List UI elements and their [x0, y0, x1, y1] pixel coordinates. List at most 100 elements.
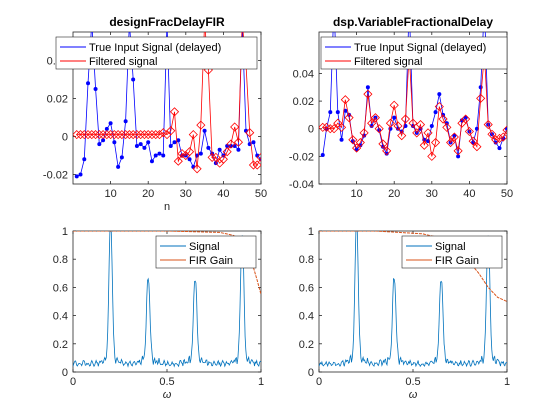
- data-point: [419, 140, 429, 150]
- x-tick-label: 30: [426, 188, 438, 200]
- data-point: [139, 130, 150, 140]
- data-point: [104, 126, 109, 131]
- data-point: [236, 147, 241, 152]
- data-point: [415, 120, 426, 130]
- y-tick-label: -0.02: [289, 151, 314, 163]
- data-point: [206, 145, 211, 150]
- legend-entry: FIR Gain: [435, 255, 479, 267]
- x-tick-label: 10: [104, 188, 116, 200]
- data-point: [128, 130, 138, 140]
- data-point: [117, 130, 127, 140]
- data-point: [497, 146, 502, 151]
- data-point: [146, 140, 151, 145]
- data-point: [348, 135, 358, 145]
- data-point: [446, 137, 456, 148]
- data-point: [452, 133, 457, 138]
- y-tick-label: -0.02: [43, 170, 68, 182]
- data-point: [367, 118, 377, 128]
- data-point: [196, 120, 206, 130]
- data-point: [173, 156, 183, 166]
- data-point: [83, 130, 93, 140]
- data-point: [109, 130, 119, 140]
- chart-panel-1: 1020304050-0.0200.020.040designFracDelay…: [43, 15, 267, 213]
- data-point: [363, 89, 373, 99]
- data-point: [119, 155, 124, 160]
- data-point: [157, 151, 162, 156]
- data-point: [192, 164, 202, 174]
- chart-title: dsp.VariableFractionalDelay: [333, 15, 493, 29]
- y-tick-label: 0: [62, 132, 68, 144]
- data-point: [106, 130, 116, 140]
- x-tick-label: 0: [70, 376, 76, 388]
- chart-title: designFracDelayFIR: [109, 15, 225, 29]
- data-point: [184, 147, 195, 157]
- data-point: [188, 130, 198, 140]
- data-point: [131, 77, 136, 82]
- data-point: [217, 147, 222, 152]
- data-point: [336, 122, 347, 132]
- data-point: [116, 164, 121, 169]
- chart-panel-4: 0 0.5 1 0 0.2 0.4 0.6 0.8 1 ω Signal FIR Gain: [299, 226, 510, 401]
- data-point: [429, 123, 434, 128]
- data-point: [339, 137, 344, 142]
- data-point: [464, 126, 474, 137]
- y-tick-label: 0.8: [299, 254, 314, 266]
- y-tick-label: 0.4: [299, 311, 314, 323]
- data-point: [93, 87, 98, 91]
- data-point: [256, 152, 261, 162]
- data-point: [370, 113, 380, 123]
- data-point: [437, 92, 442, 97]
- y-tick-label: 0.4: [53, 311, 68, 323]
- data-point: [207, 152, 217, 162]
- x-tick-label: 40: [463, 188, 475, 200]
- data-point: [453, 146, 463, 156]
- data-point: [169, 107, 180, 117]
- x-tick-label: 10: [350, 188, 362, 200]
- data-point: [78, 172, 83, 177]
- data-point: [374, 124, 384, 134]
- data-point: [378, 139, 388, 149]
- data-point: [369, 123, 374, 128]
- data-point: [187, 157, 192, 162]
- data-point: [233, 137, 244, 147]
- y-tick-label: 0.8: [53, 254, 68, 266]
- y-tick-label: 1: [62, 226, 68, 238]
- data-point: [248, 160, 259, 170]
- data-point: [502, 125, 507, 135]
- data-point: [98, 130, 108, 140]
- y-tick-label: 0: [308, 367, 314, 379]
- data-point: [90, 21, 94, 25]
- data-point: [112, 140, 117, 145]
- data-point: [79, 130, 89, 140]
- data-point: [407, 2, 411, 6]
- data-point: [121, 130, 131, 140]
- data-point: [476, 93, 486, 103]
- data-point: [456, 154, 461, 159]
- legend-entry: True Input Signal (delayed): [354, 42, 486, 54]
- x-tick-label: 20: [388, 188, 400, 200]
- data-point: [136, 130, 146, 140]
- legend-entry: True Input Signal (delayed): [89, 42, 221, 54]
- data-point: [108, 121, 113, 126]
- data-point: [463, 115, 468, 120]
- data-point: [90, 130, 101, 140]
- data-point: [101, 138, 106, 143]
- data-point: [352, 143, 362, 153]
- signal-line: [73, 231, 261, 368]
- legend-entry: FIR Gain: [189, 255, 233, 267]
- y-tick-label: 1: [308, 226, 314, 238]
- data-point: [385, 118, 396, 128]
- legend: True Input Signal (delayed) Filtered sign…: [55, 36, 258, 70]
- data-point: [151, 130, 161, 140]
- legend-entry: Filtered signal: [89, 56, 157, 68]
- y-tick-label: 0.2: [53, 339, 68, 351]
- data-point: [438, 114, 448, 124]
- x-axis-label: n: [164, 201, 170, 213]
- data-point: [359, 128, 369, 138]
- data-point: [329, 124, 339, 134]
- data-point: [176, 138, 181, 143]
- data-point: [240, 21, 244, 25]
- data-point: [153, 153, 158, 158]
- data-point: [86, 81, 91, 86]
- data-point: [408, 118, 418, 128]
